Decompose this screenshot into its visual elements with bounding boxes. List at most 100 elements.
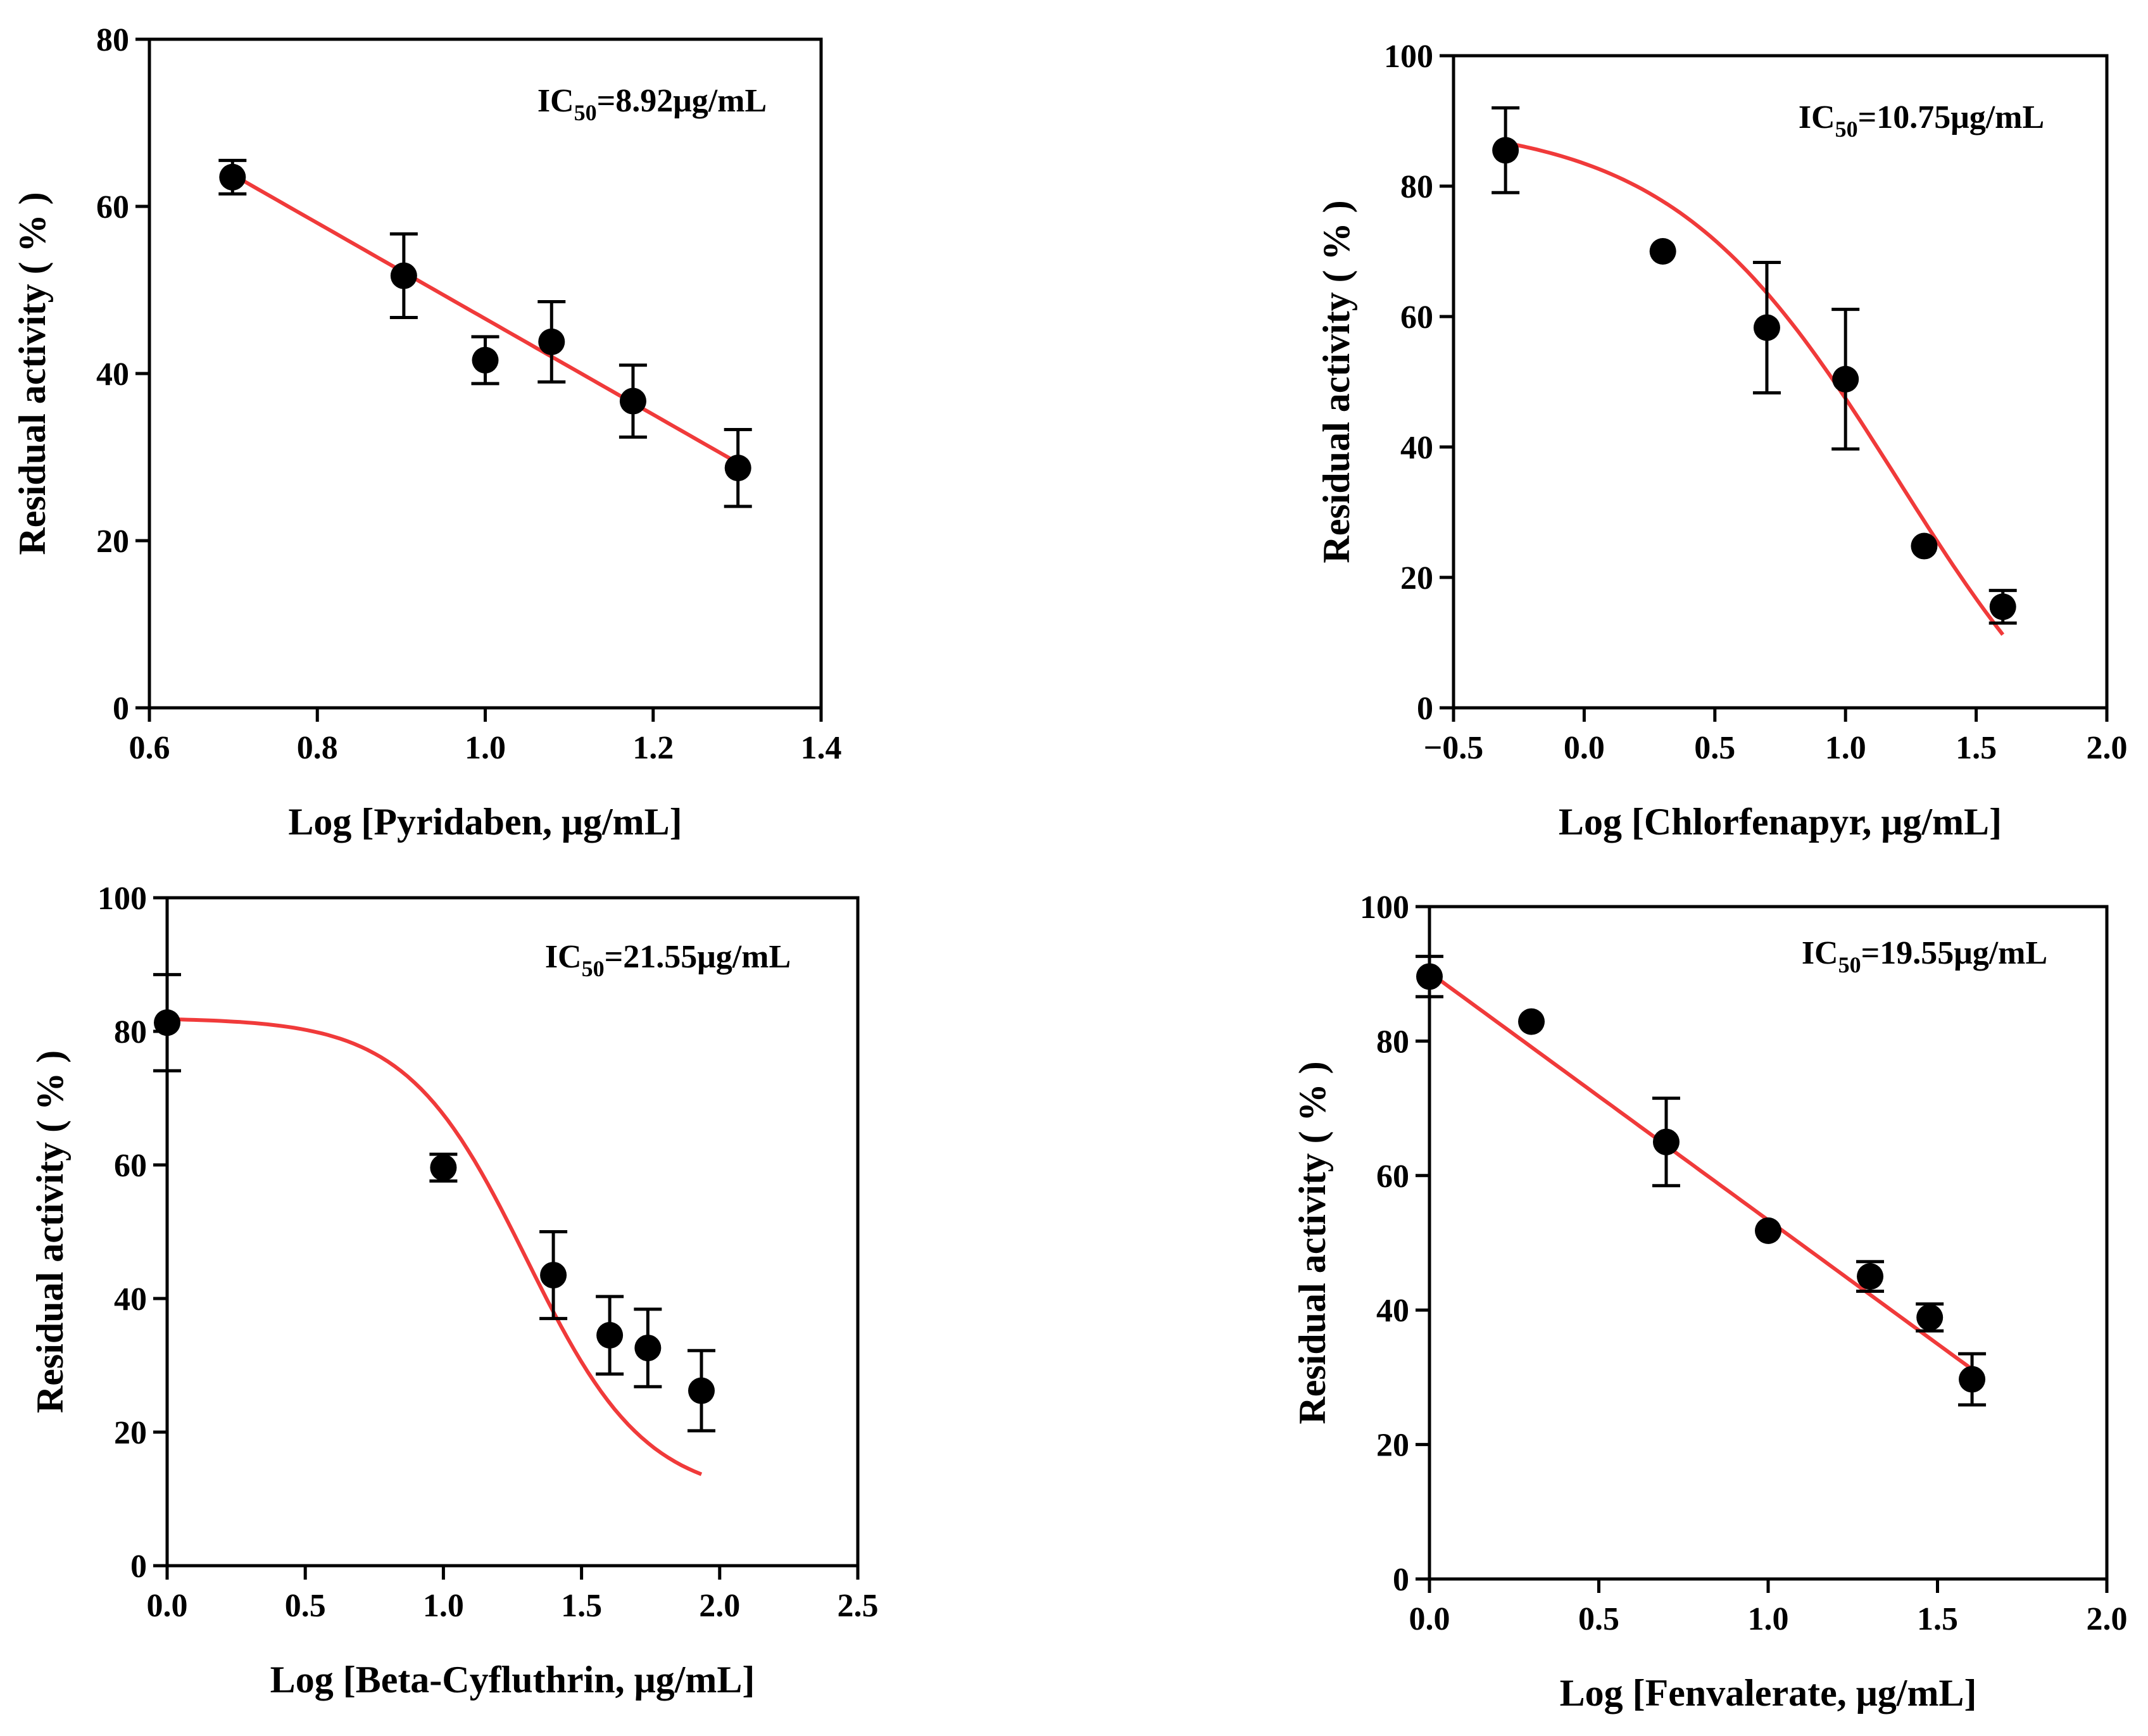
ic50-subscript: 50: [1838, 952, 1861, 978]
data-point: [154, 1009, 180, 1036]
x-tick-label: 2.0: [2087, 730, 2128, 766]
x-tick-label: 0.0: [1564, 730, 1605, 766]
x-tick-label: 2.0: [699, 1588, 740, 1624]
ic50-prefix: IC: [1802, 935, 1838, 971]
ic50-prefix: IC: [545, 939, 582, 975]
x-tick-label: 2.5: [838, 1588, 879, 1624]
ic50-annotation: IC50=10.75μg/mL: [1799, 99, 2044, 142]
y-axis-label: Residual activity ( % ): [1316, 200, 1357, 563]
plot-frame: [165, 896, 860, 1568]
chart-panel-4: 0.0 0.5 1.0 1.5 2.0 0 20 40 60 80 100 Log [Fenvaler…: [1291, 890, 2128, 1714]
data-point: [688, 1377, 715, 1404]
y-tick-label: 80: [114, 1014, 147, 1050]
data-point: [1916, 1304, 1944, 1331]
x-axis-label: Log [Chlorfenapyr, μg/mL]: [1559, 801, 2002, 843]
y-tick-label: 100: [1384, 39, 1433, 75]
x-axis-label: Log [Beta-Cyfluthrin, μg/mL]: [270, 1659, 755, 1701]
data-point: [430, 1154, 457, 1181]
y-tick-label: 20: [96, 524, 129, 560]
y-tick-label: 40: [96, 356, 129, 393]
chart-panel-1: 0.6 0.8 1.0 1.2 1.4 0 20 40 60 80 Log [Pyridaben, …: [11, 22, 842, 843]
ic50-value: =19.55μg/mL: [1861, 935, 2048, 971]
ic50-annotation: IC50=8.92μg/mL: [537, 83, 767, 125]
x-tick-label: 0.5: [1694, 730, 1735, 766]
y-tick-label: 20: [114, 1415, 147, 1451]
y-tick-label: 0: [1417, 691, 1433, 727]
data-point: [1649, 238, 1676, 265]
data-point: [540, 1262, 567, 1289]
ic50-value: =21.55μg/mL: [605, 939, 791, 975]
y-tick-label: 80: [1400, 169, 1433, 205]
data-point: [1518, 1008, 1545, 1035]
x-tick-label: 1.0: [423, 1588, 464, 1624]
x-tick-label: 1.0: [1825, 730, 1866, 766]
x-tick-label: 0.5: [1578, 1601, 1619, 1637]
data-point: [1652, 1128, 1680, 1155]
data-point: [1857, 1263, 1884, 1290]
ic50-prefix: IC: [537, 83, 574, 119]
fit-curve: [231, 173, 739, 465]
data-point: [1416, 963, 1443, 990]
y-tick-label: 60: [1376, 1159, 1409, 1195]
x-axis-label: Log [Pyridaben, μg/mL]: [288, 801, 682, 843]
y-tick-label: 0: [113, 691, 129, 727]
x-tick-label: 1.2: [632, 730, 674, 766]
x-tick-label: 1.5: [1956, 730, 1997, 766]
x-tick-label: 1.0: [1748, 1601, 1789, 1637]
y-tick-label: 80: [1376, 1024, 1409, 1060]
data-point: [1959, 1366, 1986, 1393]
x-tick-label: 0.0: [1409, 1601, 1450, 1637]
x-tick-label: 0.5: [285, 1588, 326, 1624]
x-tick-label: 2.0: [2087, 1601, 2128, 1637]
ic50-annotation: IC50=19.55μg/mL: [1802, 935, 2047, 978]
y-tick-label: 40: [1376, 1293, 1409, 1329]
data-point: [1989, 593, 2016, 620]
data-point: [1911, 532, 1938, 560]
y-tick-label: 20: [1400, 560, 1433, 596]
y-tick-label: 0: [130, 1549, 147, 1585]
y-tick-label: 100: [1360, 890, 1409, 926]
ic50-subscript: 50: [1835, 116, 1858, 142]
data-point: [634, 1335, 662, 1362]
x-tick-label: 0.6: [129, 730, 170, 766]
ic50-value: =10.75μg/mL: [1858, 99, 2045, 135]
y-axis-label: Residual activity ( % ): [1291, 1061, 1333, 1424]
y-tick-label: 100: [97, 881, 147, 917]
data-point: [538, 328, 565, 355]
ic50-prefix: IC: [1799, 99, 1835, 135]
y-tick-label: 0: [1393, 1562, 1409, 1598]
x-tick-label: 1.5: [1917, 1601, 1958, 1637]
data-point: [1832, 365, 1859, 393]
x-tick-label: 1.5: [561, 1588, 602, 1624]
fit-curve: [166, 1017, 703, 1476]
data-point: [472, 346, 499, 374]
y-tick-label: 40: [1400, 430, 1433, 466]
ic50-annotation: IC50=21.55μg/mL: [545, 939, 791, 981]
x-tick-label: 0.0: [147, 1588, 188, 1624]
x-axis-label: Log [Fenvalerate, μg/mL]: [1560, 1672, 1977, 1714]
x-tick-label: 1.4: [801, 730, 842, 766]
data-point: [1492, 137, 1519, 164]
ic50-subscript: 50: [574, 100, 597, 125]
ic50-value: =8.92μg/mL: [597, 83, 767, 119]
ic50-subscript: 50: [582, 956, 605, 981]
data-point: [724, 455, 751, 482]
data-point: [1755, 1217, 1781, 1244]
y-tick-label: 20: [1376, 1428, 1409, 1464]
data-point: [219, 163, 246, 191]
y-tick-label: 60: [96, 189, 129, 225]
data-point: [1753, 314, 1780, 341]
data-point: [596, 1322, 624, 1349]
x-tick-label: 0.8: [297, 730, 338, 766]
data-point: [390, 262, 417, 289]
y-tick-label: 80: [96, 22, 129, 58]
fit-curve: [1505, 141, 2005, 636]
plot-frame: [1452, 54, 2109, 710]
y-tick-label: 40: [114, 1281, 147, 1318]
y-axis-label: Residual activity ( % ): [29, 1050, 71, 1413]
data-point: [619, 387, 646, 415]
y-tick-label: 60: [114, 1148, 147, 1184]
x-tick-label: 1.0: [465, 730, 506, 766]
chart-panel-2: −0.5 0.0 0.5 1.0 1.5 2.0 0 20 40 60 80 100 Log [Chlo…: [1316, 39, 2128, 843]
